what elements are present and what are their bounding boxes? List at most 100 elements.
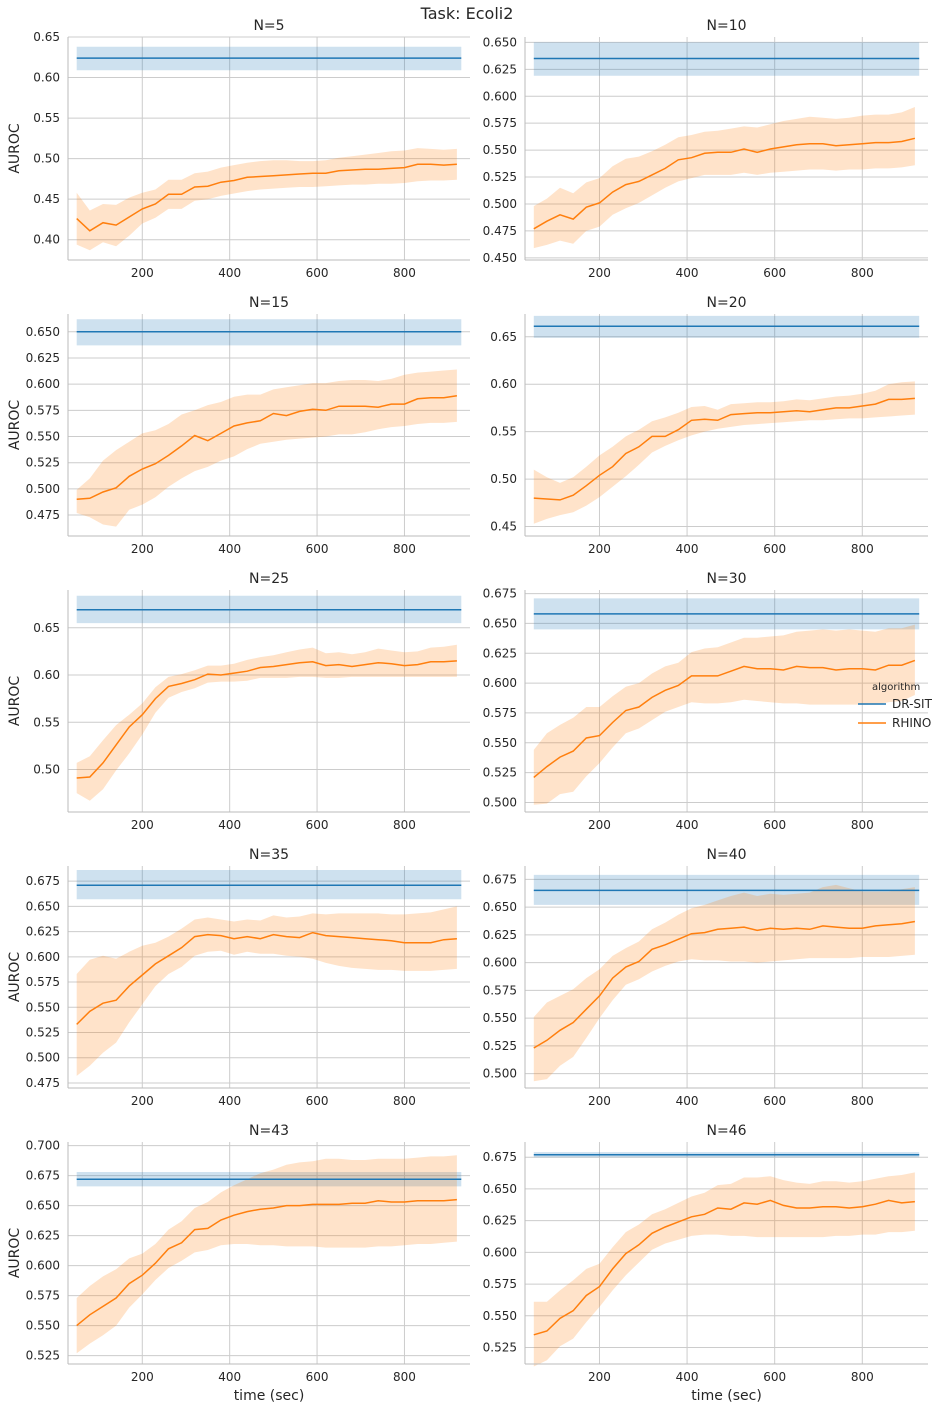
- series-line-rhino: [533, 137, 916, 230]
- y-tick-label: 0.550: [26, 1000, 60, 1014]
- y-tick-label: 0.625: [483, 646, 517, 660]
- y-tick-label: 0.625: [483, 1214, 517, 1228]
- x-tick-label: 600: [763, 1370, 786, 1384]
- x-tick-label: 200: [131, 818, 154, 832]
- y-tick-label: 0.575: [483, 116, 517, 130]
- y-tick-label: 0.475: [483, 224, 517, 238]
- x-tick-label: 800: [393, 1370, 416, 1384]
- y-tick-label: 0.525: [483, 1039, 517, 1053]
- x-tick-label: 600: [306, 266, 329, 280]
- x-tick-label: 600: [306, 1370, 329, 1384]
- series-line-rhino: [76, 1198, 457, 1327]
- y-tick-label: 0.675: [483, 587, 517, 601]
- y-tick-label: 0.550: [483, 1011, 517, 1025]
- x-tick-label: 600: [306, 1094, 329, 1108]
- x-tick-label: 200: [588, 818, 611, 832]
- y-tick-label: 0.600: [483, 676, 517, 690]
- y-tick-label: 0.675: [26, 874, 60, 888]
- x-tick-label: 200: [131, 266, 154, 280]
- y-tick-label: 0.60: [490, 377, 517, 391]
- y-tick-label: 0.600: [483, 89, 517, 103]
- y-tick-label: 0.600: [26, 950, 60, 964]
- y-tick-label: 0.650: [26, 899, 60, 913]
- y-tick-label: 0.625: [26, 925, 60, 939]
- x-tick-label: 800: [851, 266, 874, 280]
- series-line-rhino: [76, 660, 457, 779]
- x-tick-label: 200: [131, 1094, 154, 1108]
- panel-8: 200 400 600 800 0.500 0.525 0.550 0.575 0.600 0.6…: [483, 847, 928, 1108]
- x-tick-label: 200: [131, 1370, 154, 1384]
- series-line-rhino: [533, 659, 916, 778]
- series-line-rhino: [76, 931, 457, 1025]
- y-tick-label: 0.675: [26, 1169, 60, 1183]
- y-tick-label: 0.550: [483, 736, 517, 750]
- y-tick-label: 0.550: [26, 430, 60, 444]
- x-tick-label: 800: [393, 542, 416, 556]
- y-tick-label: 0.50: [33, 762, 60, 776]
- y-tick-label: 0.50: [490, 472, 517, 486]
- y-tick-label: 0.575: [26, 975, 60, 989]
- y-tick-label: 0.625: [483, 928, 517, 942]
- figure-suptitle: Task: Ecoli2: [420, 4, 514, 23]
- y-axis-label: AUROC: [7, 123, 23, 174]
- x-tick-label: 400: [676, 818, 699, 832]
- panel-title: N=5: [253, 18, 284, 34]
- panel-5: 200 400 600 800 0.50 0.55 0.60 0.65 N=25 AUROC: [7, 571, 470, 832]
- y-tick-label: 0.525: [26, 1026, 60, 1040]
- y-tick-label: 0.60: [33, 668, 60, 682]
- y-tick-label: 0.700: [26, 1139, 60, 1153]
- x-tick-label: 400: [676, 1094, 699, 1108]
- x-tick-label: 400: [218, 818, 241, 832]
- y-tick-label: 0.525: [483, 1341, 517, 1355]
- y-tick-label: 0.65: [33, 30, 60, 44]
- y-tick-label: 0.650: [483, 35, 517, 49]
- y-tick-label: 0.60: [33, 71, 60, 85]
- panel-title: N=10: [706, 18, 746, 34]
- y-tick-label: 0.525: [26, 1349, 60, 1363]
- y-tick-label: 0.550: [483, 143, 517, 157]
- panel-title: N=46: [706, 1123, 746, 1139]
- x-tick-label: 600: [763, 1094, 786, 1108]
- y-tick-label: 0.650: [483, 900, 517, 914]
- x-tick-label: 800: [393, 266, 416, 280]
- panel-2: 200 400 600 800 0.450 0.475 0.500 0.525 0.550 0.5…: [483, 18, 928, 280]
- panel-4: 200 400 600 800 0.45 0.50 0.55 0.60 0.65 N=20: [490, 295, 928, 556]
- y-tick-label: 0.575: [483, 983, 517, 997]
- y-tick-label: 0.550: [26, 1319, 60, 1333]
- y-tick-label: 0.525: [483, 170, 517, 184]
- x-tick-label: 200: [131, 542, 154, 556]
- panel-1: 200 400 600 800 0.40 0.45 0.50 0.55 0.60 0.65 N=5 A…: [7, 18, 470, 280]
- y-axis-label: AUROC: [7, 1228, 23, 1279]
- y-tick-label: 0.40: [33, 233, 60, 247]
- y-tick-label: 0.55: [490, 425, 517, 439]
- y-tick-label: 0.525: [483, 766, 517, 780]
- ci-band-rhino: [76, 1155, 457, 1354]
- series-line-rhino: [76, 394, 458, 501]
- x-tick-label: 200: [588, 266, 611, 280]
- panel-3: 200 400 600 800 0.475 0.500 0.525 0.550 0.575 0.6…: [7, 295, 470, 556]
- x-tick-label: 400: [676, 266, 699, 280]
- x-axis-label: time (sec): [234, 1388, 305, 1404]
- x-tick-label: 200: [588, 1094, 611, 1108]
- y-tick-label: 0.525: [26, 456, 60, 470]
- y-tick-label: 0.650: [483, 616, 517, 630]
- x-tick-label: 400: [676, 1370, 699, 1384]
- panel-title: N=43: [249, 1123, 289, 1139]
- ci-band-rhino: [76, 906, 457, 1076]
- y-tick-label: 0.600: [483, 956, 517, 970]
- panel-6: 200 400 600 800 0.500 0.525 0.550 0.575 0.600 0.6…: [483, 571, 928, 832]
- y-tick-label: 0.475: [26, 1076, 60, 1090]
- panel-7: 200 400 600 800 0.475 0.500 0.525 0.550 0.575 0.6…: [7, 847, 470, 1108]
- y-tick-label: 0.675: [483, 872, 517, 886]
- panel-title: N=35: [249, 847, 289, 863]
- ci-band-rhino: [533, 1172, 915, 1367]
- y-tick-label: 0.625: [483, 62, 517, 76]
- y-tick-label: 0.575: [483, 706, 517, 720]
- y-tick-label: 0.65: [33, 621, 60, 635]
- series-line-rhino: [533, 1199, 915, 1336]
- panel-10: 200 400 600 800 0.525 0.550 0.575 0.600 0.625 0.6…: [483, 1123, 928, 1404]
- y-tick-label: 0.450: [483, 251, 517, 265]
- y-tick-label: 0.45: [490, 520, 517, 534]
- x-tick-label: 400: [676, 542, 699, 556]
